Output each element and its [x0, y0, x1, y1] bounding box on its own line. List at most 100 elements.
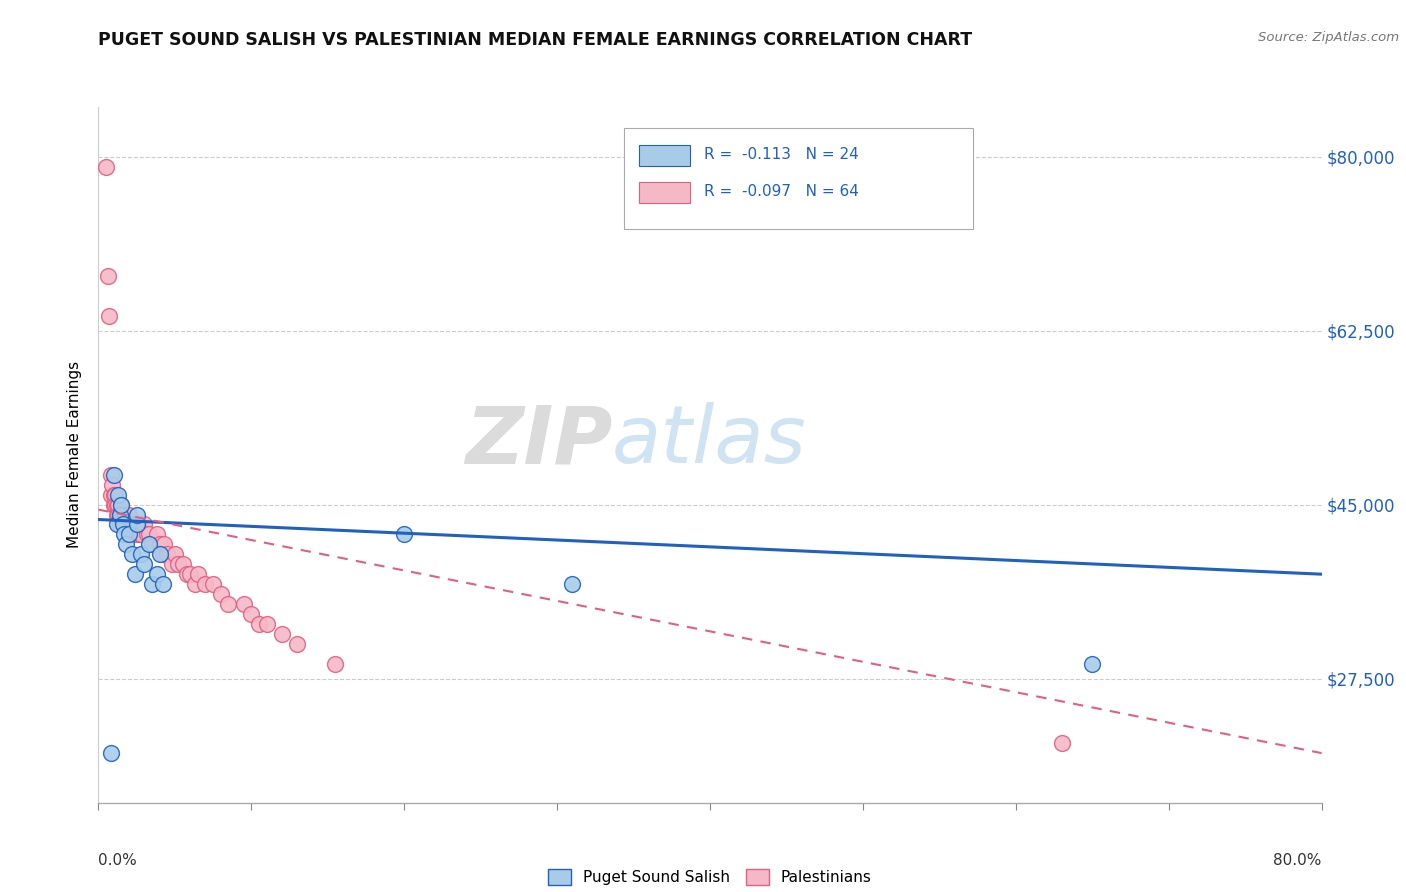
Point — [122, 517, 145, 532]
Point — [285, 637, 308, 651]
Point — [141, 577, 163, 591]
Point — [125, 527, 148, 541]
Point — [202, 577, 225, 591]
Point — [145, 567, 167, 582]
Point — [110, 508, 132, 522]
Point — [232, 597, 254, 611]
Point — [111, 517, 134, 532]
Point — [247, 616, 270, 631]
Point — [184, 577, 207, 591]
Point — [176, 567, 198, 582]
Point — [124, 517, 146, 532]
Point — [107, 498, 129, 512]
Text: 80.0%: 80.0% — [1274, 854, 1322, 868]
Point — [115, 517, 138, 532]
Point — [105, 498, 128, 512]
Point — [103, 467, 125, 482]
Point — [129, 547, 152, 561]
Point — [134, 558, 156, 572]
Point — [152, 547, 174, 561]
Point — [111, 517, 134, 532]
Point — [103, 488, 125, 502]
Point — [118, 527, 141, 541]
Point — [152, 577, 174, 591]
Point — [156, 547, 179, 561]
Y-axis label: Median Female Earnings: Median Female Earnings — [67, 361, 83, 549]
Point — [129, 527, 152, 541]
Point — [115, 537, 138, 551]
Point — [125, 517, 148, 532]
Point — [172, 558, 194, 572]
Point — [104, 488, 127, 502]
Point — [117, 517, 139, 532]
Bar — [640, 182, 690, 203]
Point — [127, 517, 149, 532]
Text: atlas: atlas — [612, 402, 807, 480]
Point — [145, 527, 167, 541]
Point — [101, 477, 124, 491]
Text: 0.0%: 0.0% — [98, 854, 138, 868]
Point — [149, 537, 172, 551]
Point — [115, 508, 138, 522]
Point — [160, 558, 183, 572]
Point — [103, 498, 125, 512]
Point — [118, 508, 141, 522]
Point — [134, 517, 156, 532]
Point — [107, 488, 129, 502]
Legend: Puget Sound Salish, Palestinians: Puget Sound Salish, Palestinians — [541, 862, 879, 892]
Point — [163, 547, 186, 561]
Point — [100, 746, 122, 760]
Point — [1081, 657, 1104, 671]
Bar — [640, 145, 690, 166]
Point — [112, 527, 135, 541]
Point — [128, 527, 150, 541]
Point — [105, 517, 128, 532]
Point — [121, 527, 143, 541]
Text: PUGET SOUND SALISH VS PALESTINIAN MEDIAN FEMALE EARNINGS CORRELATION CHART: PUGET SOUND SALISH VS PALESTINIAN MEDIAN… — [98, 31, 973, 49]
Point — [98, 309, 121, 323]
Point — [100, 467, 122, 482]
Point — [125, 508, 148, 522]
Point — [153, 537, 176, 551]
Point — [392, 527, 416, 541]
Point — [112, 517, 135, 532]
Point — [121, 547, 143, 561]
Point — [108, 517, 131, 532]
Point — [136, 527, 159, 541]
Point — [1050, 736, 1073, 750]
Point — [110, 498, 132, 512]
Point — [270, 627, 292, 641]
Point — [217, 597, 239, 611]
Point — [97, 268, 120, 283]
Point — [100, 488, 122, 502]
Point — [104, 498, 127, 512]
Point — [108, 508, 131, 522]
Text: R =  -0.113   N = 24: R = -0.113 N = 24 — [704, 147, 859, 161]
Point — [325, 657, 347, 671]
Point — [105, 508, 128, 522]
Point — [120, 517, 142, 532]
Text: R =  -0.097   N = 64: R = -0.097 N = 64 — [704, 185, 859, 200]
Point — [141, 537, 163, 551]
Point — [187, 567, 209, 582]
Point — [256, 616, 278, 631]
Point — [138, 527, 160, 541]
Point — [209, 587, 232, 601]
Point — [149, 547, 172, 561]
Point — [240, 607, 263, 621]
Point — [107, 508, 129, 522]
Point — [124, 567, 146, 582]
Text: Source: ZipAtlas.com: Source: ZipAtlas.com — [1258, 31, 1399, 45]
Point — [194, 577, 217, 591]
Text: ZIP: ZIP — [465, 402, 612, 480]
Point — [111, 508, 134, 522]
Point — [94, 160, 117, 174]
Point — [118, 517, 141, 532]
Point — [138, 537, 160, 551]
Point — [108, 508, 131, 522]
Point — [179, 567, 201, 582]
Point — [112, 508, 135, 522]
FancyBboxPatch shape — [624, 128, 973, 229]
Point — [167, 558, 190, 572]
Point — [561, 577, 583, 591]
